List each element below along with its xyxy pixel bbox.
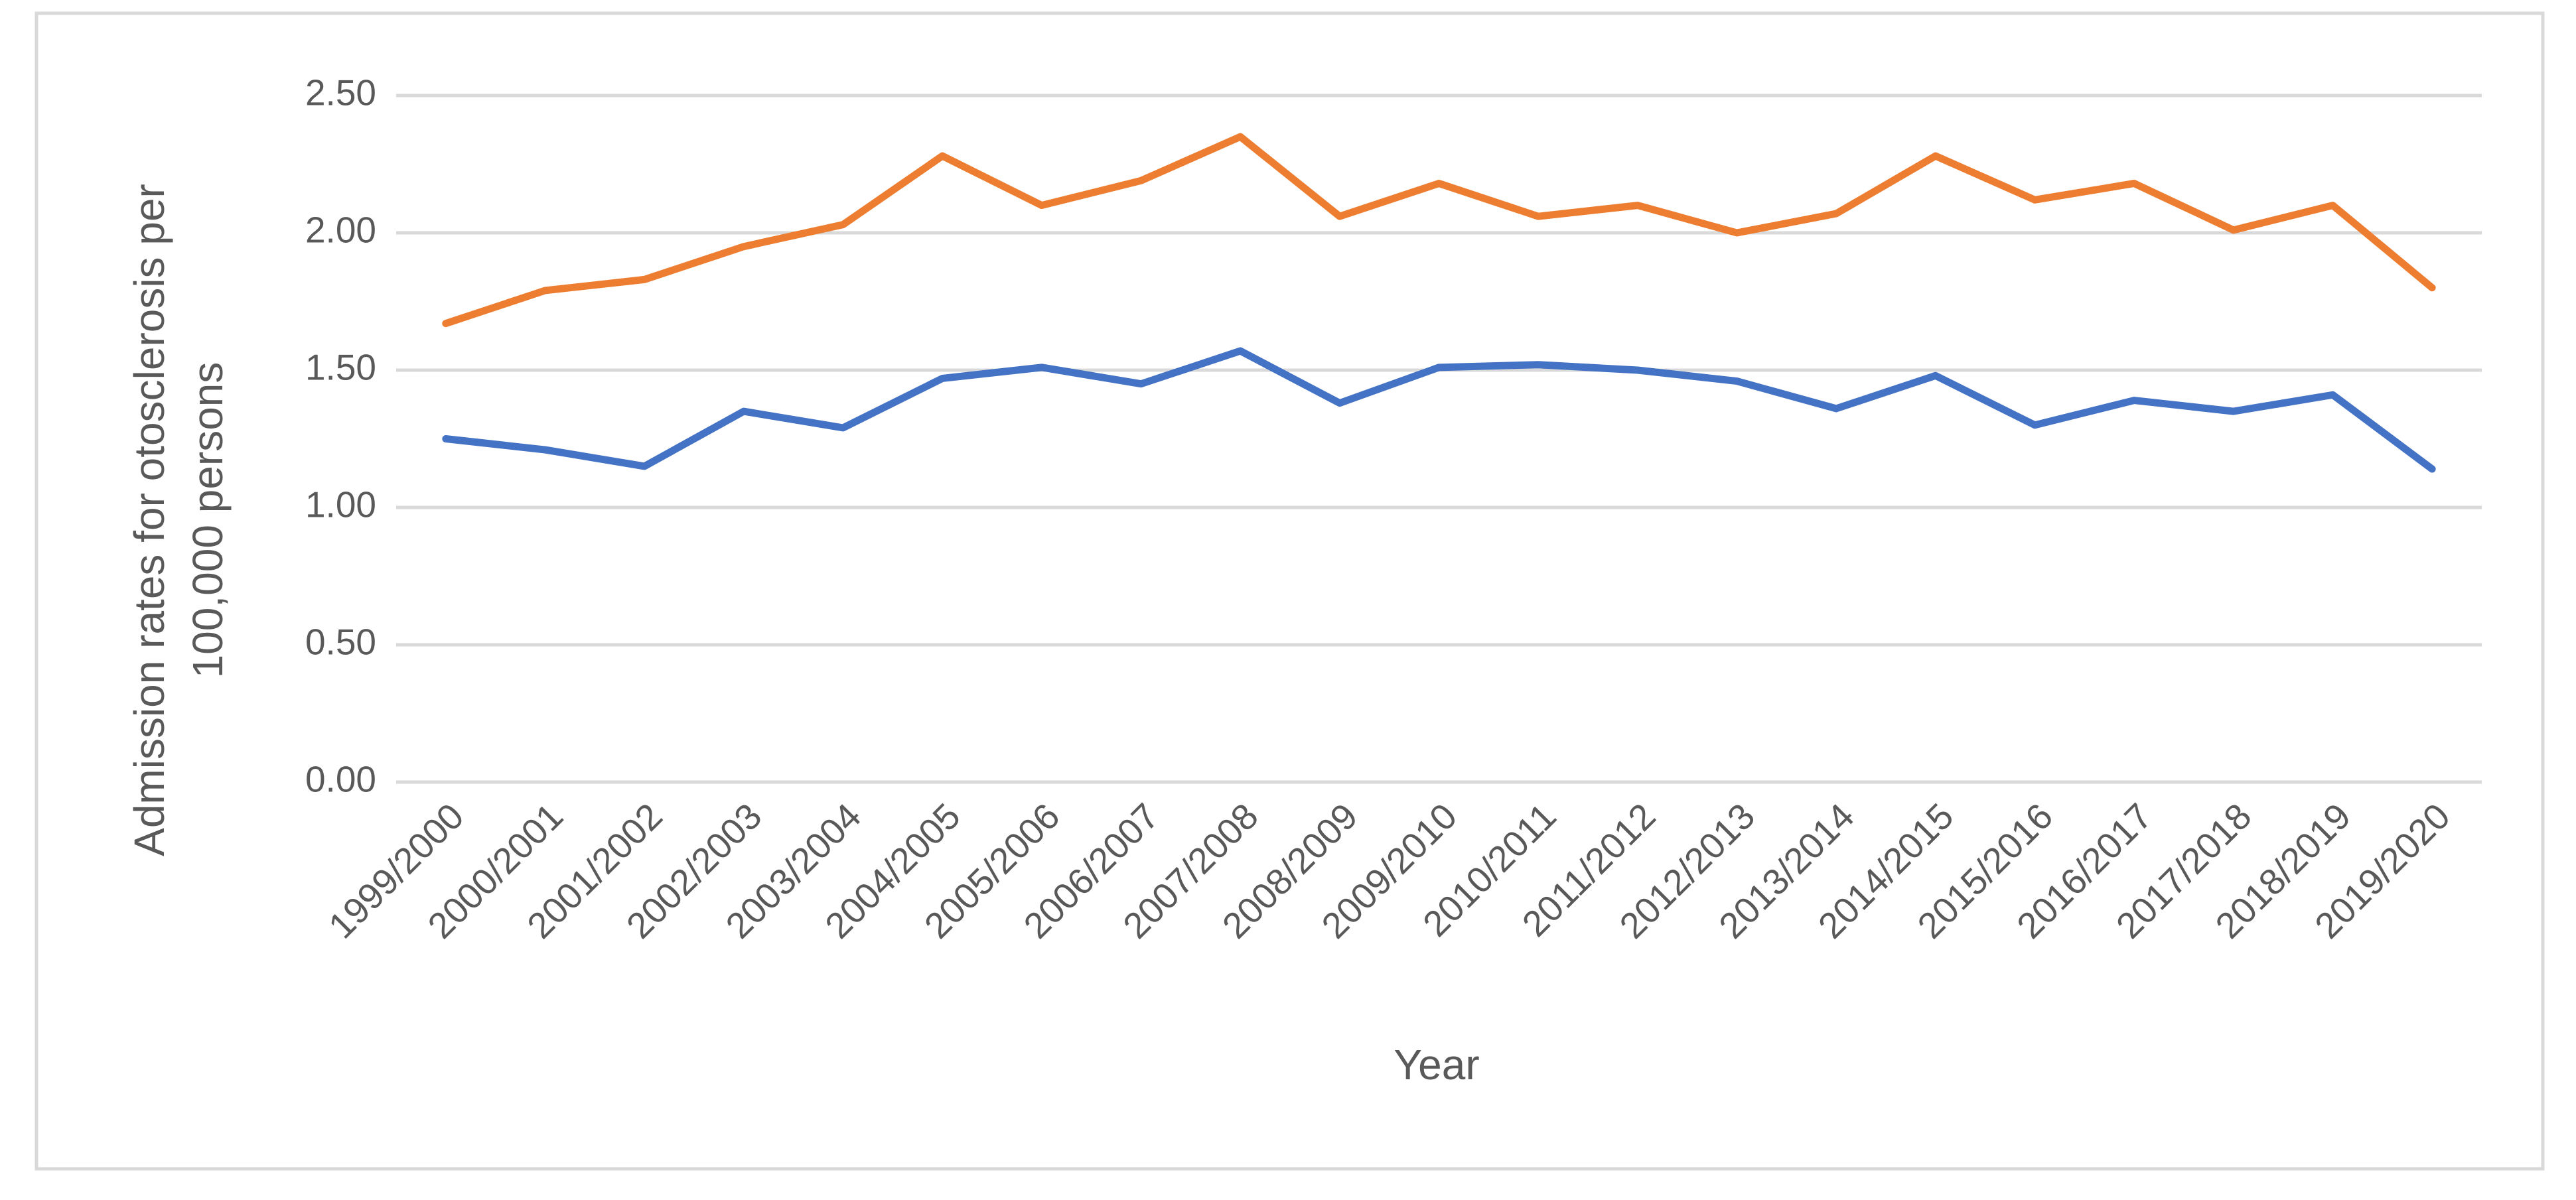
y-axis-title-line: 100,000 persons bbox=[184, 362, 232, 679]
y-tick-label: 0.50 bbox=[305, 622, 376, 663]
y-axis-title-line: Admission rates for otosclerosis per bbox=[125, 184, 173, 856]
y-tick-label: 0.00 bbox=[305, 759, 376, 800]
chart-border bbox=[35, 11, 2545, 1171]
series-line bbox=[442, 133, 2436, 328]
y-tick-label: 1.50 bbox=[305, 347, 376, 388]
y-tick-label: 2.50 bbox=[305, 72, 376, 113]
x-axis-title: Year bbox=[1394, 1041, 1479, 1089]
series-line bbox=[442, 347, 2436, 473]
y-tick-label: 1.00 bbox=[305, 484, 376, 525]
y-axis-title: Admission rates for otosclerosis per 100… bbox=[125, 184, 232, 856]
y-tick-label: 2.00 bbox=[305, 210, 376, 251]
